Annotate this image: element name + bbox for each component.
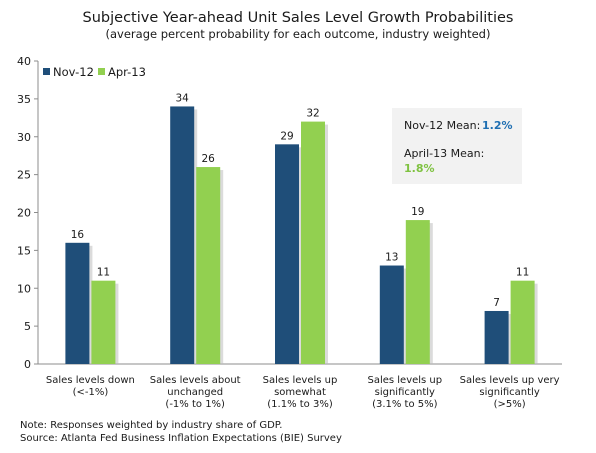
y-tick-label: 15: [17, 244, 31, 257]
source-text: Source: Atlanta Fed Business Inflation E…: [20, 433, 342, 444]
y-tick-label: 5: [24, 320, 31, 333]
y-tick-label: 10: [17, 282, 31, 295]
bar-apr-13-2: [301, 121, 325, 364]
category-label-line: significantly: [375, 387, 435, 398]
data-labels: 16 11 34 26 29 32 13 19 7 11: [71, 92, 530, 309]
y-tick-label: 40: [17, 55, 31, 68]
nov-mean-label: Nov-12 Mean:: [404, 119, 480, 132]
category-label-line: (<-1%): [73, 387, 109, 398]
y-tick-label: 30: [17, 131, 31, 144]
bar-apr-13-3: [405, 220, 430, 364]
category-label-line: (1.1% to 3%): [267, 399, 333, 410]
bar-nov-12-1: [170, 106, 195, 364]
x-axis-categories: Sales levels down(<-1%) Sales levels abou…: [46, 375, 560, 410]
bar-nov-12-2: [275, 144, 299, 364]
annotation-box: [392, 108, 522, 184]
chart-title: Subjective Year-ahead Unit Sales Level G…: [83, 10, 514, 26]
y-axis: 0 5 10 15 20 25 30 35 40: [17, 55, 562, 371]
bar-nov-12-4: [484, 310, 509, 364]
bar-nov-12-3: [379, 265, 404, 364]
data-label-apr-13-0: 11: [97, 267, 110, 279]
category-label-line: Sales levels up: [263, 375, 338, 386]
chart-subtitle: (average percent probability for each ou…: [106, 27, 491, 41]
data-label-nov-12-0: 16: [71, 229, 85, 241]
data-label-apr-13-4: 11: [516, 267, 529, 279]
y-tick-label: 25: [17, 169, 31, 182]
category-label-line: Sales levels up: [367, 375, 442, 386]
legend: Nov-12 Apr-13: [43, 65, 146, 79]
mean-annotation: Nov-12 Mean: 1.2% April-13 Mean: 1.8%: [392, 108, 522, 184]
legend-label-apr-13: Apr-13: [108, 65, 146, 79]
legend-label-nov-12: Nov-12: [53, 65, 94, 79]
note-text: Note: Responses weighted by industry sha…: [20, 420, 282, 431]
bar-apr-13-0: [91, 280, 116, 364]
data-label-apr-13-1: 26: [202, 153, 216, 165]
data-label-apr-13-3: 19: [411, 206, 424, 218]
data-label-nov-12-3: 13: [385, 252, 398, 264]
bar-series: [65, 106, 538, 364]
category-label-line: unchanged: [167, 387, 223, 398]
category-label-line: (>5%): [494, 399, 526, 410]
legend-swatch-nov-12: [43, 68, 50, 75]
bar-apr-13-4: [510, 280, 535, 364]
category-label-line: (3.1% to 5%): [372, 399, 438, 410]
data-label-nov-12-4: 7: [493, 297, 500, 309]
category-label-line: Sales levels up very: [460, 375, 560, 386]
data-label-nov-12-2: 29: [280, 130, 293, 142]
data-label-nov-12-1: 34: [176, 92, 190, 104]
data-label-apr-13-2: 32: [306, 108, 319, 120]
y-tick-label: 20: [17, 207, 31, 220]
bar-apr-13-1: [196, 167, 221, 364]
category-label-line: Sales levels about: [150, 375, 241, 386]
nov-mean-value: 1.2%: [482, 119, 513, 132]
y-tick-label: 35: [17, 93, 31, 106]
category-label-line: Sales levels down: [46, 375, 135, 386]
category-label-line: (-1% to 1%): [165, 399, 225, 410]
legend-swatch-apr-13: [98, 68, 105, 75]
apr-mean-value: 1.8%: [404, 162, 435, 175]
category-label-line: somewhat: [274, 387, 326, 398]
y-tick-label: 0: [24, 358, 31, 371]
bar-nov-12-0: [65, 242, 90, 364]
category-label-line: significantly: [479, 387, 539, 398]
apr-mean-label: April-13 Mean:: [404, 147, 484, 160]
